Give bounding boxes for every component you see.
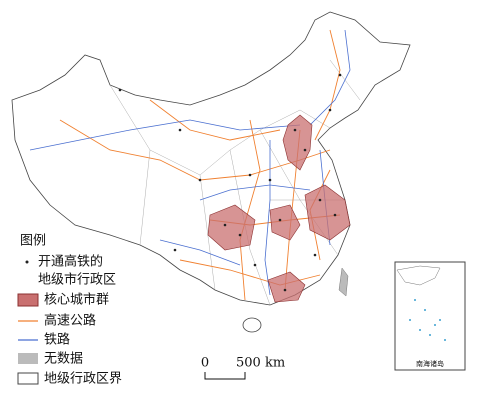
core-city-clusters bbox=[207, 114, 351, 303]
inset-label: 南海诸岛 bbox=[416, 359, 444, 368]
taiwan bbox=[338, 267, 349, 297]
country-outline bbox=[11, 11, 411, 306]
legend-title: 图例 bbox=[20, 234, 46, 249]
legend-label: 高速公路 bbox=[44, 313, 96, 329]
scale-distance: 500 km bbox=[236, 356, 285, 371]
inset-coast bbox=[396, 265, 441, 286]
legend-symbol bbox=[25, 260, 29, 264]
scale-bar bbox=[204, 372, 246, 380]
hsr-cities bbox=[118, 73, 342, 292]
legend-symbol bbox=[17, 293, 39, 307]
inset-islands bbox=[409, 299, 446, 341]
legend-symbol bbox=[18, 353, 38, 364]
legend-label: 地级行政区界 bbox=[44, 372, 122, 387]
legend-symbol bbox=[17, 372, 39, 385]
legend-label: 核心城市群 bbox=[44, 292, 109, 308]
legend-label: 地级市行政区 bbox=[38, 272, 116, 288]
legend-label: 铁路 bbox=[44, 332, 70, 348]
hainan bbox=[242, 317, 262, 333]
legend-label: 无数据 bbox=[44, 352, 83, 367]
legend-label: 开通高铁的 bbox=[38, 254, 103, 270]
scale-zero: 0 bbox=[201, 356, 209, 371]
